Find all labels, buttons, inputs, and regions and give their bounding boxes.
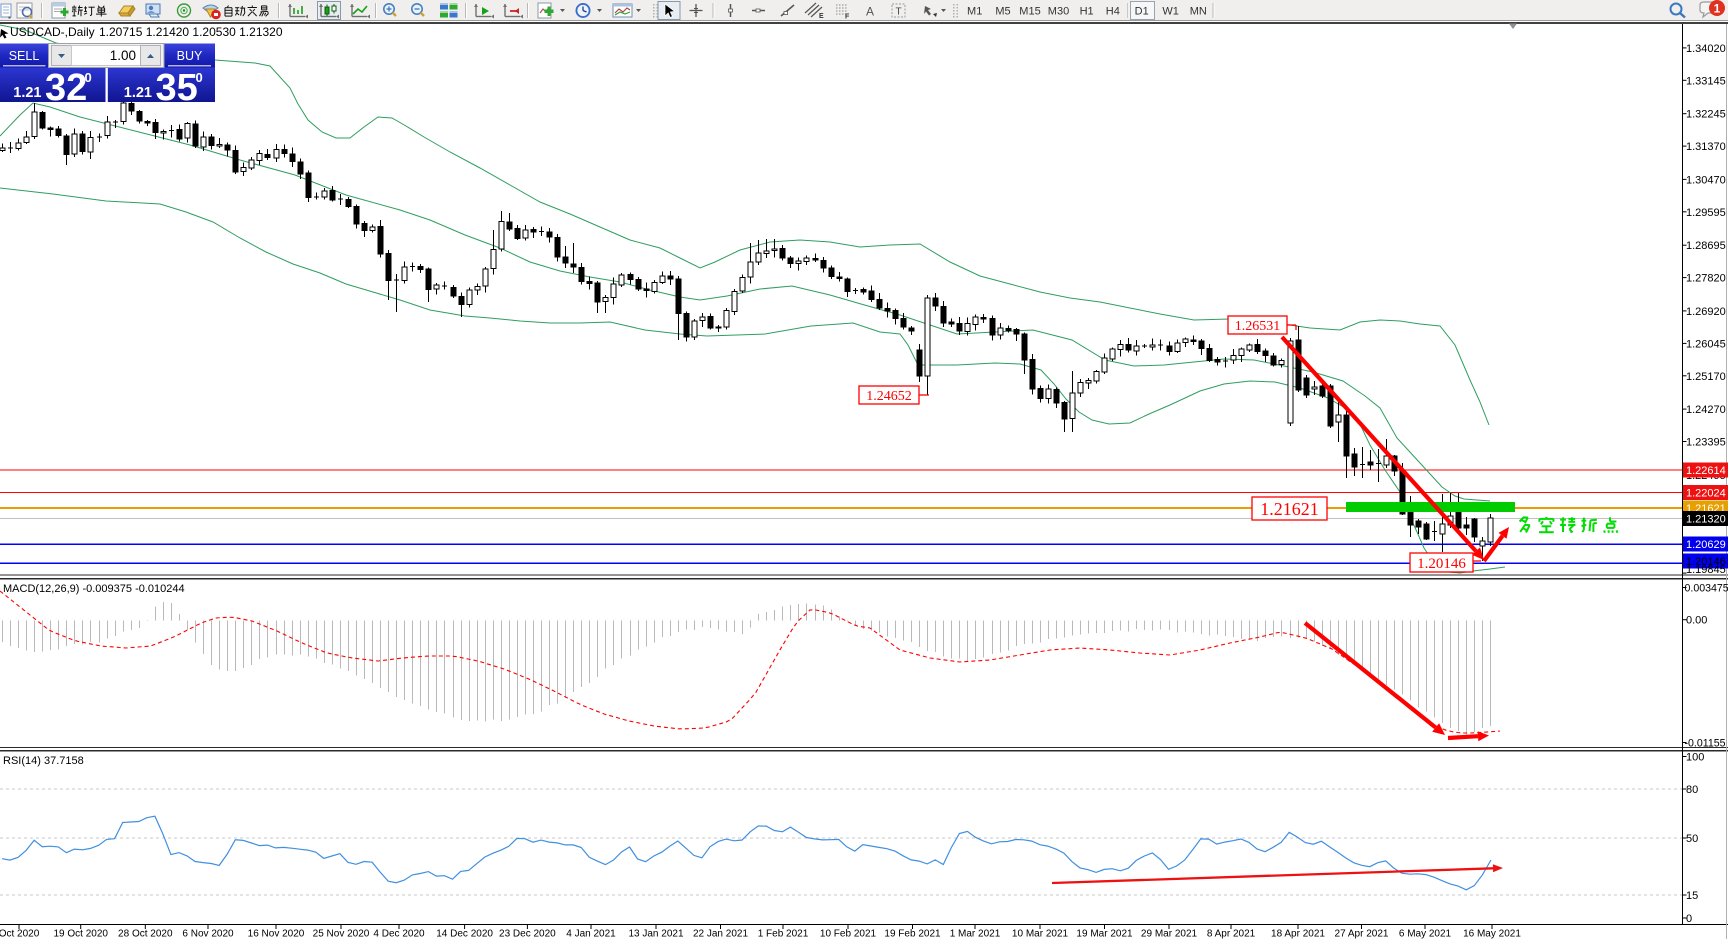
svg-text:25 Nov 2020: 25 Nov 2020 — [313, 929, 370, 939]
svg-text:1.21320: 1.21320 — [1686, 514, 1726, 526]
svg-text:1.27820: 1.27820 — [1686, 273, 1726, 285]
svg-text:1.24270: 1.24270 — [1686, 404, 1726, 416]
svg-text:100: 100 — [1686, 752, 1704, 764]
svg-text:19 Mar 2021: 19 Mar 2021 — [1076, 929, 1133, 939]
svg-text:M5: M5 — [995, 6, 1010, 18]
svg-text:10 Feb 2021: 10 Feb 2021 — [820, 929, 877, 939]
svg-text:6 Nov 2020: 6 Nov 2020 — [182, 929, 234, 939]
svg-text:SELL: SELL — [9, 49, 40, 63]
svg-text:1.24652: 1.24652 — [866, 389, 912, 404]
svg-text:1.29595: 1.29595 — [1686, 207, 1726, 219]
svg-text:15: 15 — [1686, 890, 1698, 902]
svg-text:T: T — [896, 7, 902, 18]
svg-text:1.23395: 1.23395 — [1686, 437, 1726, 449]
svg-text:1.20146: 1.20146 — [1417, 556, 1466, 572]
svg-text:1.32245: 1.32245 — [1686, 109, 1726, 121]
svg-text:19 Oct 2020: 19 Oct 2020 — [53, 929, 108, 939]
svg-text:MACD(12,26,9) -0.009375 -0.010: MACD(12,26,9) -0.009375 -0.010244 — [3, 583, 185, 595]
svg-text:1.20146: 1.20146 — [1686, 556, 1726, 568]
svg-text:6 May 2021: 6 May 2021 — [1399, 929, 1452, 939]
svg-text:4 Dec 2020: 4 Dec 2020 — [373, 929, 425, 939]
svg-text:F: F — [845, 14, 850, 21]
svg-text:1: 1 — [1714, 2, 1721, 16]
svg-text:1.26531: 1.26531 — [1235, 319, 1281, 334]
svg-text:4 Jan 2021: 4 Jan 2021 — [566, 929, 616, 939]
svg-text:-0.01155: -0.01155 — [1685, 738, 1726, 750]
svg-text:1.26920: 1.26920 — [1686, 306, 1726, 318]
svg-text:MN: MN — [1190, 6, 1207, 18]
svg-text:22 Jan 2021: 22 Jan 2021 — [693, 929, 748, 939]
svg-text:E: E — [819, 13, 824, 20]
svg-text:1.21: 1.21 — [13, 85, 41, 101]
svg-text:0: 0 — [1686, 913, 1692, 925]
svg-text:W1: W1 — [1162, 6, 1179, 18]
svg-text:1.33145: 1.33145 — [1686, 75, 1726, 87]
svg-text:1.26045: 1.26045 — [1686, 338, 1726, 350]
svg-text:A: A — [866, 5, 874, 19]
svg-text:29 Mar 2021: 29 Mar 2021 — [1141, 929, 1198, 939]
svg-text:8 Apr 2021: 8 Apr 2021 — [1207, 929, 1256, 939]
svg-text:1.31370: 1.31370 — [1686, 141, 1726, 153]
svg-text:13 Jan 2021: 13 Jan 2021 — [628, 929, 683, 939]
svg-text:0: 0 — [196, 70, 203, 85]
svg-text:16 Nov 2020: 16 Nov 2020 — [248, 929, 305, 939]
svg-text:1.34020: 1.34020 — [1686, 43, 1726, 55]
svg-text:18 Apr 2021: 18 Apr 2021 — [1271, 929, 1325, 939]
svg-text:1.22614: 1.22614 — [1686, 465, 1726, 477]
svg-text:16 May 2021: 16 May 2021 — [1463, 929, 1521, 939]
svg-text:1.28695: 1.28695 — [1686, 240, 1726, 252]
svg-text:14 Dec 2020: 14 Dec 2020 — [436, 929, 493, 939]
svg-text:32: 32 — [45, 67, 87, 109]
svg-text:0: 0 — [85, 70, 92, 85]
svg-text:1.19845: 1.19845 — [1686, 564, 1726, 576]
svg-text:1.21621: 1.21621 — [1260, 499, 1319, 519]
svg-text:RSI(14) 37.7158: RSI(14) 37.7158 — [3, 755, 84, 767]
svg-text:1.20629: 1.20629 — [1686, 539, 1726, 551]
svg-text:1 Mar 2021: 1 Mar 2021 — [950, 929, 1001, 939]
svg-text:35: 35 — [156, 67, 198, 109]
svg-text:D1: D1 — [1135, 6, 1149, 18]
svg-text:1.21: 1.21 — [124, 85, 152, 101]
svg-text:19 Feb 2021: 19 Feb 2021 — [884, 929, 941, 939]
svg-text:0.003475: 0.003475 — [1685, 583, 1728, 595]
svg-text:1 Feb 2021: 1 Feb 2021 — [758, 929, 809, 939]
svg-text:H4: H4 — [1106, 6, 1120, 18]
svg-text:H1: H1 — [1080, 6, 1094, 18]
svg-text:1.25170: 1.25170 — [1686, 371, 1726, 383]
svg-text:1.00: 1.00 — [110, 48, 136, 63]
svg-text:28 Oct 2020: 28 Oct 2020 — [118, 929, 173, 939]
svg-text:23 Dec 2020: 23 Dec 2020 — [499, 929, 556, 939]
svg-text:1.30470: 1.30470 — [1686, 174, 1726, 186]
svg-text:1.22024: 1.22024 — [1686, 488, 1726, 500]
svg-text:Oct 2020: Oct 2020 — [0, 929, 40, 939]
svg-text:27 Apr 2021: 27 Apr 2021 — [1335, 929, 1389, 939]
svg-text:M15: M15 — [1019, 6, 1040, 18]
svg-text:M30: M30 — [1048, 6, 1069, 18]
svg-text:M1: M1 — [967, 6, 982, 18]
svg-text:0.00: 0.00 — [1686, 615, 1707, 627]
svg-text:USDCAD-,Daily: USDCAD-,Daily — [10, 25, 95, 39]
svg-text:BUY: BUY — [177, 49, 203, 63]
svg-text:10 Mar 2021: 10 Mar 2021 — [1012, 929, 1069, 939]
svg-text:50: 50 — [1686, 833, 1698, 845]
svg-text:1.20715 1.21420 1.20530 1.2132: 1.20715 1.21420 1.20530 1.21320 — [99, 25, 283, 39]
svg-text:80: 80 — [1686, 784, 1698, 796]
